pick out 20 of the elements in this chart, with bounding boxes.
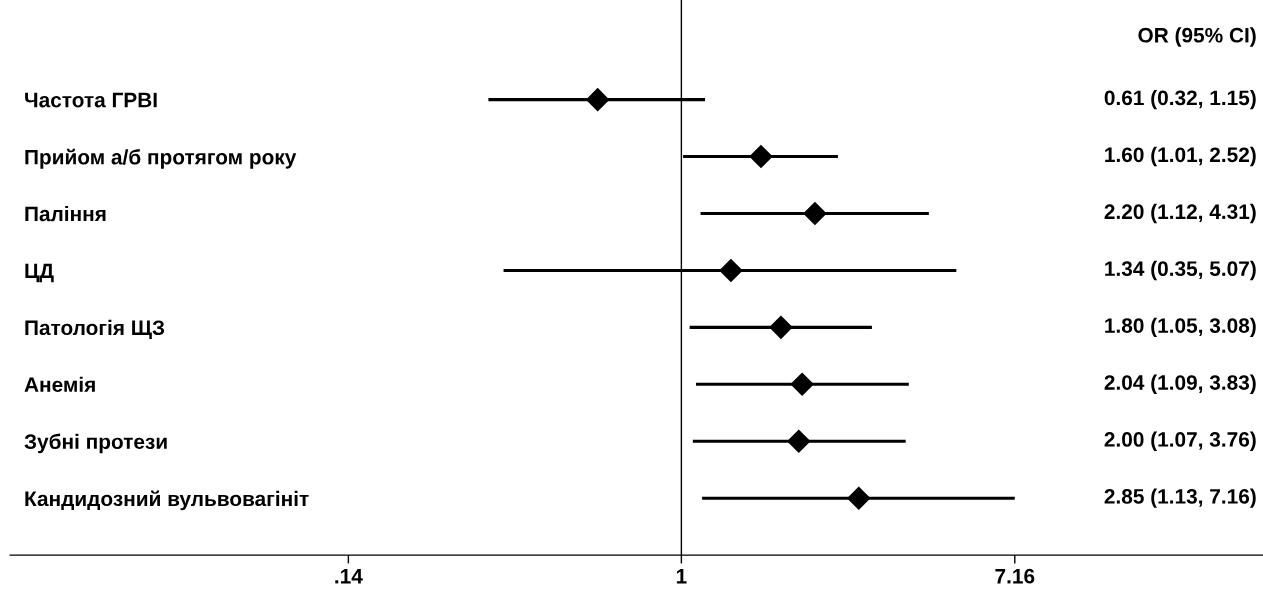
y-tick-label: Патологія ЩЗ — [25, 319, 165, 340]
x-tick-label: .14 — [335, 569, 363, 584]
annotation: 0.61 (0.32, 1.15) — [1104, 89, 1256, 110]
annotation: 1.60 (1.01, 2.52) — [1105, 146, 1256, 167]
x-tick-label: 7.16 — [995, 568, 1035, 584]
annotation: 1.80 (1.05, 3.08) — [1105, 317, 1256, 338]
y-tick-label: Зубні протези — [24, 433, 167, 454]
y-tick-label: Паління — [25, 205, 106, 222]
y-tick-label: Кандидозний вульвовагініт — [25, 490, 309, 511]
x-tick-label: 1 — [676, 569, 687, 584]
y-tick-label: Частота ГРВІ — [25, 92, 157, 108]
y-tick-label: Анемія — [24, 376, 95, 393]
annotation: 2.85 (1.13, 7.16) — [1104, 488, 1256, 508]
y-tick-label: ЦД — [25, 263, 54, 283]
text: OR (95% CI) — [1138, 27, 1256, 47]
annotation: 2.04 (1.09, 3.83) — [1104, 374, 1256, 395]
annotation: 2.00 (1.07, 3.76) — [1104, 431, 1256, 451]
annotation: 2.20 (1.12, 4.31) — [1104, 203, 1256, 224]
annotation: 1.34 (0.35, 5.07) — [1105, 260, 1256, 281]
y-tick-label: Прийом а/б протягом року — [25, 148, 297, 169]
